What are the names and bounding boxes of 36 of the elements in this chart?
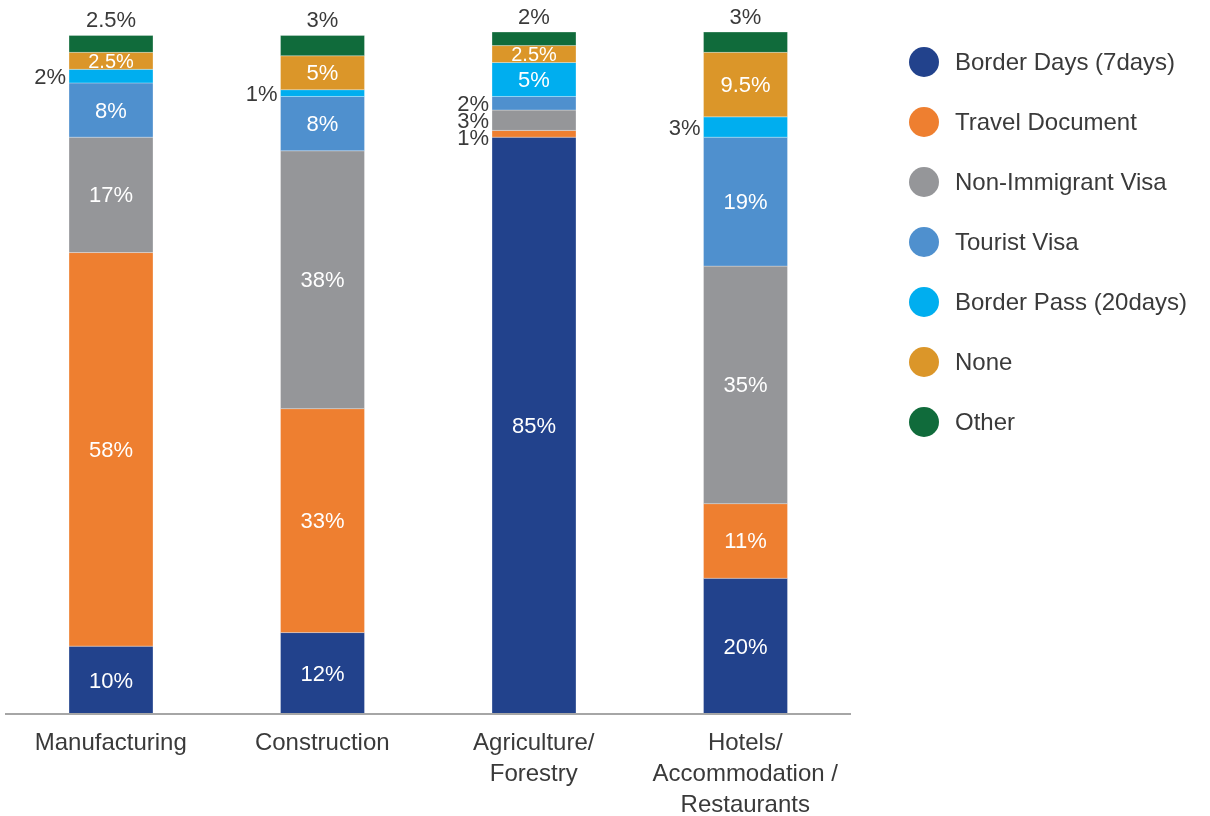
- x-tick-label: Construction: [254, 728, 390, 755]
- data-label: 20%: [723, 633, 768, 659]
- data-label: 9.5%: [720, 72, 771, 98]
- data-label: 12%: [300, 660, 345, 686]
- data-label: 2%: [518, 3, 550, 29]
- data-label: 5%: [306, 60, 339, 86]
- data-label: 2.5%: [511, 43, 557, 66]
- legend-label: Border Pass (20days): [955, 288, 1188, 316]
- data-label: 19%: [723, 189, 768, 215]
- legend-label: Border Days (7days): [955, 48, 1176, 76]
- x-tick-label: Manufacturing: [34, 728, 187, 755]
- data-label: 11%: [724, 528, 767, 554]
- data-label: 8%: [306, 111, 339, 137]
- data-label: 8%: [95, 97, 127, 123]
- legend-label: Non-Immigrant Visa: [955, 168, 1167, 196]
- x-tick-label: Agriculture/ Forestry: [473, 728, 595, 786]
- data-label: 2.5%: [88, 49, 134, 72]
- data-label: 3%: [729, 3, 762, 29]
- data-label: 38%: [300, 267, 345, 293]
- data-label: 5%: [518, 67, 550, 92]
- legend-label: None: [955, 348, 1013, 376]
- data-label: 3%: [306, 6, 339, 32]
- data-label: 1%: [245, 80, 278, 106]
- data-label: 58%: [88, 436, 134, 462]
- data-label: 10%: [88, 667, 134, 693]
- data-label: 85%: [511, 413, 557, 439]
- x-tick-label: Hotels/ Accommodation / Restaurants: [652, 728, 839, 816]
- data-label: 33%: [300, 508, 345, 534]
- legend-label: Tourist Visa: [955, 228, 1079, 256]
- data-label: 17%: [88, 182, 134, 208]
- data-label: 3%: [668, 114, 701, 140]
- legend-label: Other: [955, 408, 1016, 436]
- legend-label: Travel Document: [955, 108, 1137, 136]
- data-label: 2%: [34, 63, 66, 89]
- data-label: 35%: [723, 372, 768, 398]
- data-label: 2.5%: [85, 6, 137, 32]
